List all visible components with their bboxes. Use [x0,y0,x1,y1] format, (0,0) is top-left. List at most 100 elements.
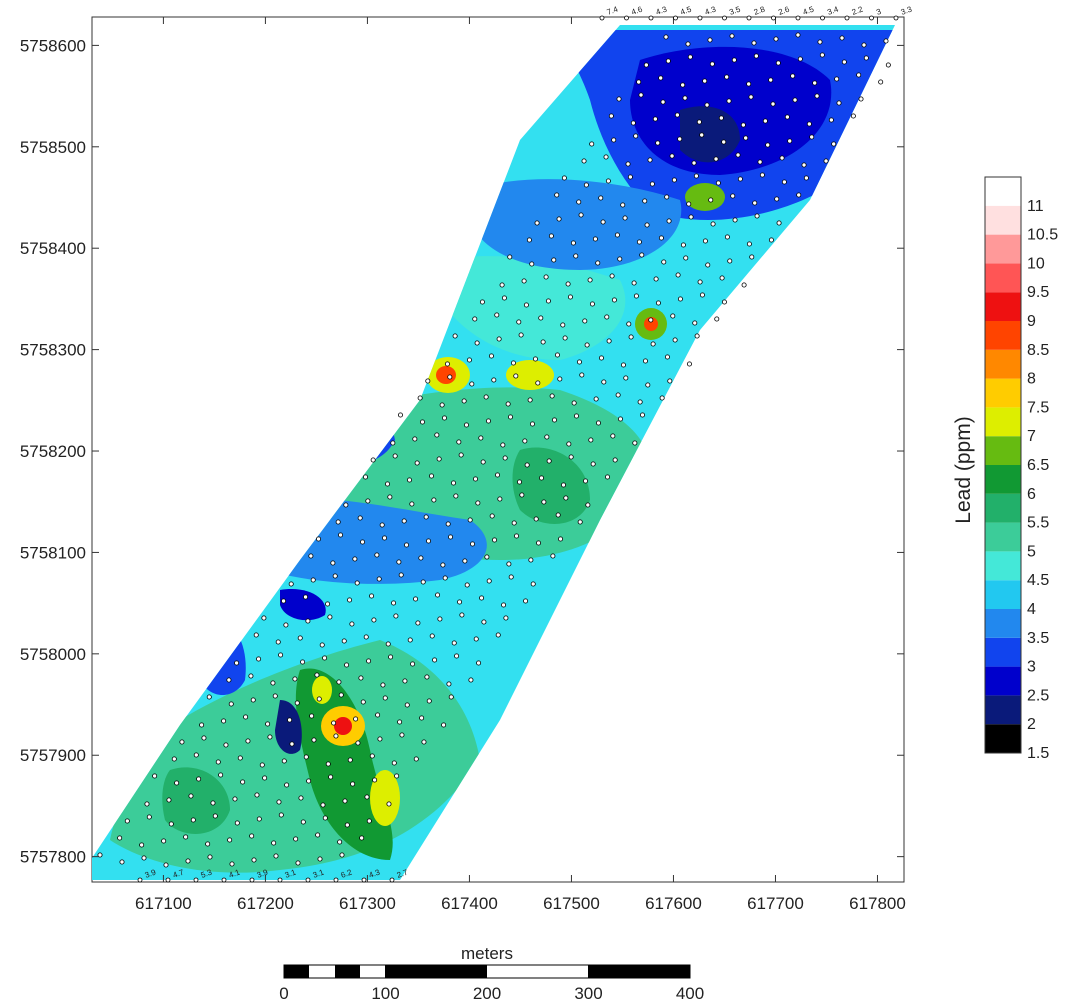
colorbar-label: 1.5 [1027,745,1049,762]
sample-point [267,734,273,740]
sample-point [529,421,535,427]
sample-point [366,658,372,664]
sample-point [779,155,785,161]
sample-point [248,673,254,679]
sample-point [753,53,759,59]
sample-point [534,220,540,226]
sample-point [325,601,331,607]
sample-point [697,279,703,285]
sample-point [398,572,404,578]
colorbar-swatch [985,724,1021,753]
sample-point [199,722,205,728]
sample-point [196,776,202,782]
sample-point [293,836,299,842]
sample-point [685,41,691,47]
sample-point [812,80,818,86]
sample-point [633,133,639,139]
sample-point [653,276,659,282]
sample-point [519,492,525,498]
sample-point [544,434,550,440]
colorbar-label: 5.5 [1027,515,1049,532]
sample-point [379,522,385,528]
sample-point [539,475,545,481]
sample-point [342,798,348,804]
colorbar-swatch [985,522,1021,552]
sample-point [459,612,465,618]
annotation-value: 3 [875,7,883,17]
sample-point [359,835,365,841]
sample-point [611,137,617,143]
sample-point [694,333,700,339]
annotation-value: 2.7 [396,867,410,879]
sample-point [439,402,445,408]
colorbar-label: 4.5 [1027,572,1049,589]
sample-point [658,235,664,241]
sample-point [273,853,279,859]
y-tick-label: 5758300 [20,341,86,360]
sample-point [363,474,369,480]
sample-point [171,756,177,762]
sample-point [687,54,693,60]
sample-point [415,620,421,626]
sample-point [451,640,457,646]
sample-point [545,298,551,304]
sample-point [190,817,196,823]
sample-point [496,336,502,342]
sample-point [474,340,480,346]
sample-point [500,442,506,448]
sample-point [532,356,538,362]
sample-point [584,342,590,348]
sample-point [229,861,235,867]
x-tick-label: 617200 [237,894,294,913]
sample-point [298,795,304,801]
sample-point [527,397,533,403]
y-tick-label: 5758200 [20,442,86,461]
x-tick-label: 617800 [849,894,906,913]
sample-point [670,313,676,319]
sample-point [421,739,427,745]
colorbar-swatch [985,493,1021,523]
sample-point [644,222,650,228]
colorbar-label: 9.5 [1027,284,1049,301]
sample-point [883,38,889,44]
sample-point [719,275,725,281]
sample-point [579,372,585,378]
sample-point [424,674,430,680]
sample-point [271,840,277,846]
sample-point [374,552,380,558]
sample-point [287,717,293,723]
y-tick-label: 5757900 [20,746,86,765]
sample-point [737,176,743,182]
sample-point [221,718,227,724]
sample-point [201,735,207,741]
sample-point [573,253,579,259]
sample-point [452,333,458,339]
sample-point [385,481,391,487]
sample-point [119,859,125,865]
sample-point [347,597,353,603]
sample-point [616,96,622,102]
annotation-value: 4.6 [630,4,644,16]
sample-point [470,541,476,547]
sample-point [262,775,268,781]
sample-point [612,457,618,463]
sample-point [396,559,402,565]
sample-point [409,501,415,507]
sample-point [774,196,780,202]
sample-point [589,301,595,307]
sample-point [611,297,617,303]
sample-point [152,773,158,779]
contour-region [295,668,393,860]
sample-point [495,632,501,638]
sample-point [823,158,829,164]
sample-point [453,493,459,499]
sample-point [692,320,698,326]
sample-point [218,772,224,778]
sample-point [468,677,474,683]
colorbar: 1.5 2 2.5 3 3.5 4 4.5 5 5.5 6 6.5 7 7.5 8 8.5 9 9.5 10 10.… [952,176,1058,762]
sample-point [565,281,571,287]
colorbar-label: 10.5 [1027,227,1058,244]
sample-point [677,136,683,142]
sample-point [551,257,557,263]
